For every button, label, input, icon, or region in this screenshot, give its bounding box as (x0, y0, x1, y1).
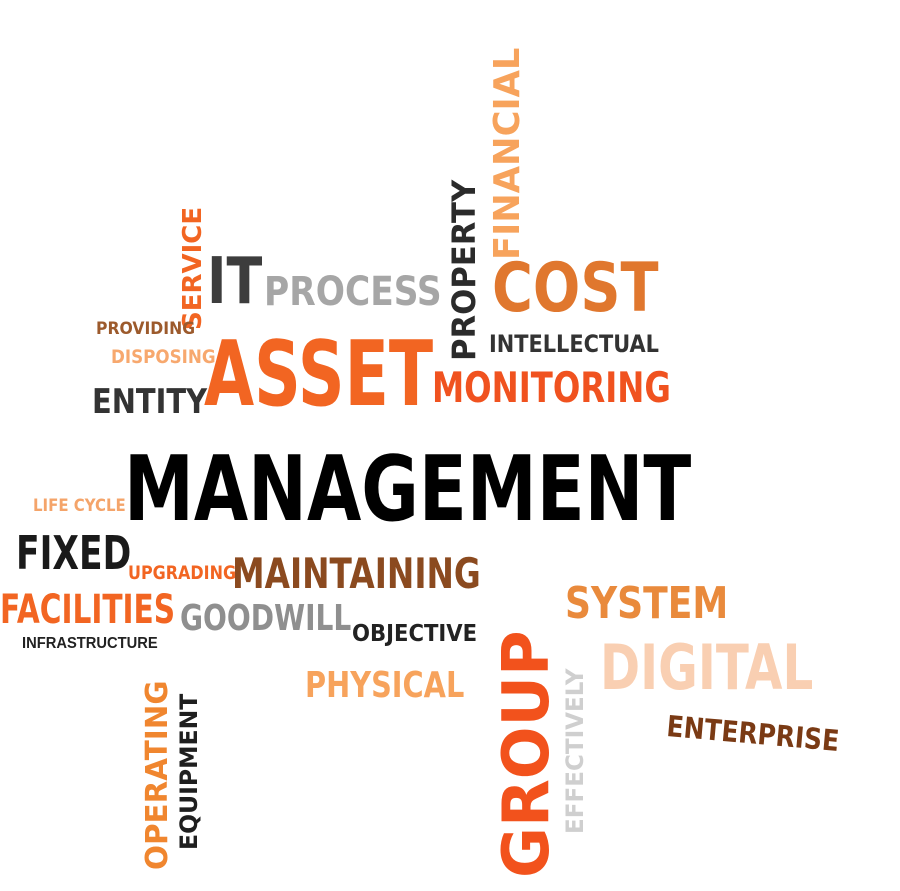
word-upgrading: UPGRADING (128, 562, 237, 584)
word-system: SYSTEM (565, 578, 729, 629)
word-effectively: EFFECTIVELY (561, 668, 589, 834)
word-digital: DIGITAL (600, 631, 814, 704)
word-providing: PROVIDING (96, 319, 196, 339)
word-property: PROPERTY (445, 179, 483, 361)
word-facilities: FACILITIES (0, 587, 176, 633)
word-maintaining: MAINTAINING (232, 549, 481, 598)
word-goodwill: GOODWILL (180, 598, 352, 639)
word-enterprise: ENTERPRISE (665, 709, 841, 758)
word-equipment: EQUIPMENT (175, 693, 203, 850)
word-disposing: DISPOSING (111, 346, 216, 368)
word-intellectual: INTELLECTUAL (489, 330, 659, 358)
word-cost: COST (492, 249, 659, 328)
word-process: PROCESS (264, 269, 442, 315)
word-monitoring: MONITORING (432, 363, 671, 412)
word-it: IT (207, 245, 263, 319)
word-operating: OPERATING (140, 680, 175, 870)
word-physical: PHYSICAL (305, 665, 465, 706)
word-objective: OBJECTIVE (352, 621, 478, 647)
word-group: GROUP (490, 630, 564, 878)
word-life-cycle: LIFE CYCLE (33, 496, 126, 516)
word-entity: ENTITY (92, 382, 208, 422)
word-asset: ASSET (204, 322, 434, 427)
word-fixed: FIXED (16, 526, 132, 580)
word-management: MANAGEMENT (124, 437, 692, 542)
word-service: SERVICE (178, 206, 208, 330)
word-infrastructure: INFRASTRUCTURE (22, 635, 158, 652)
word-financial: FINANCIAL (487, 47, 528, 260)
